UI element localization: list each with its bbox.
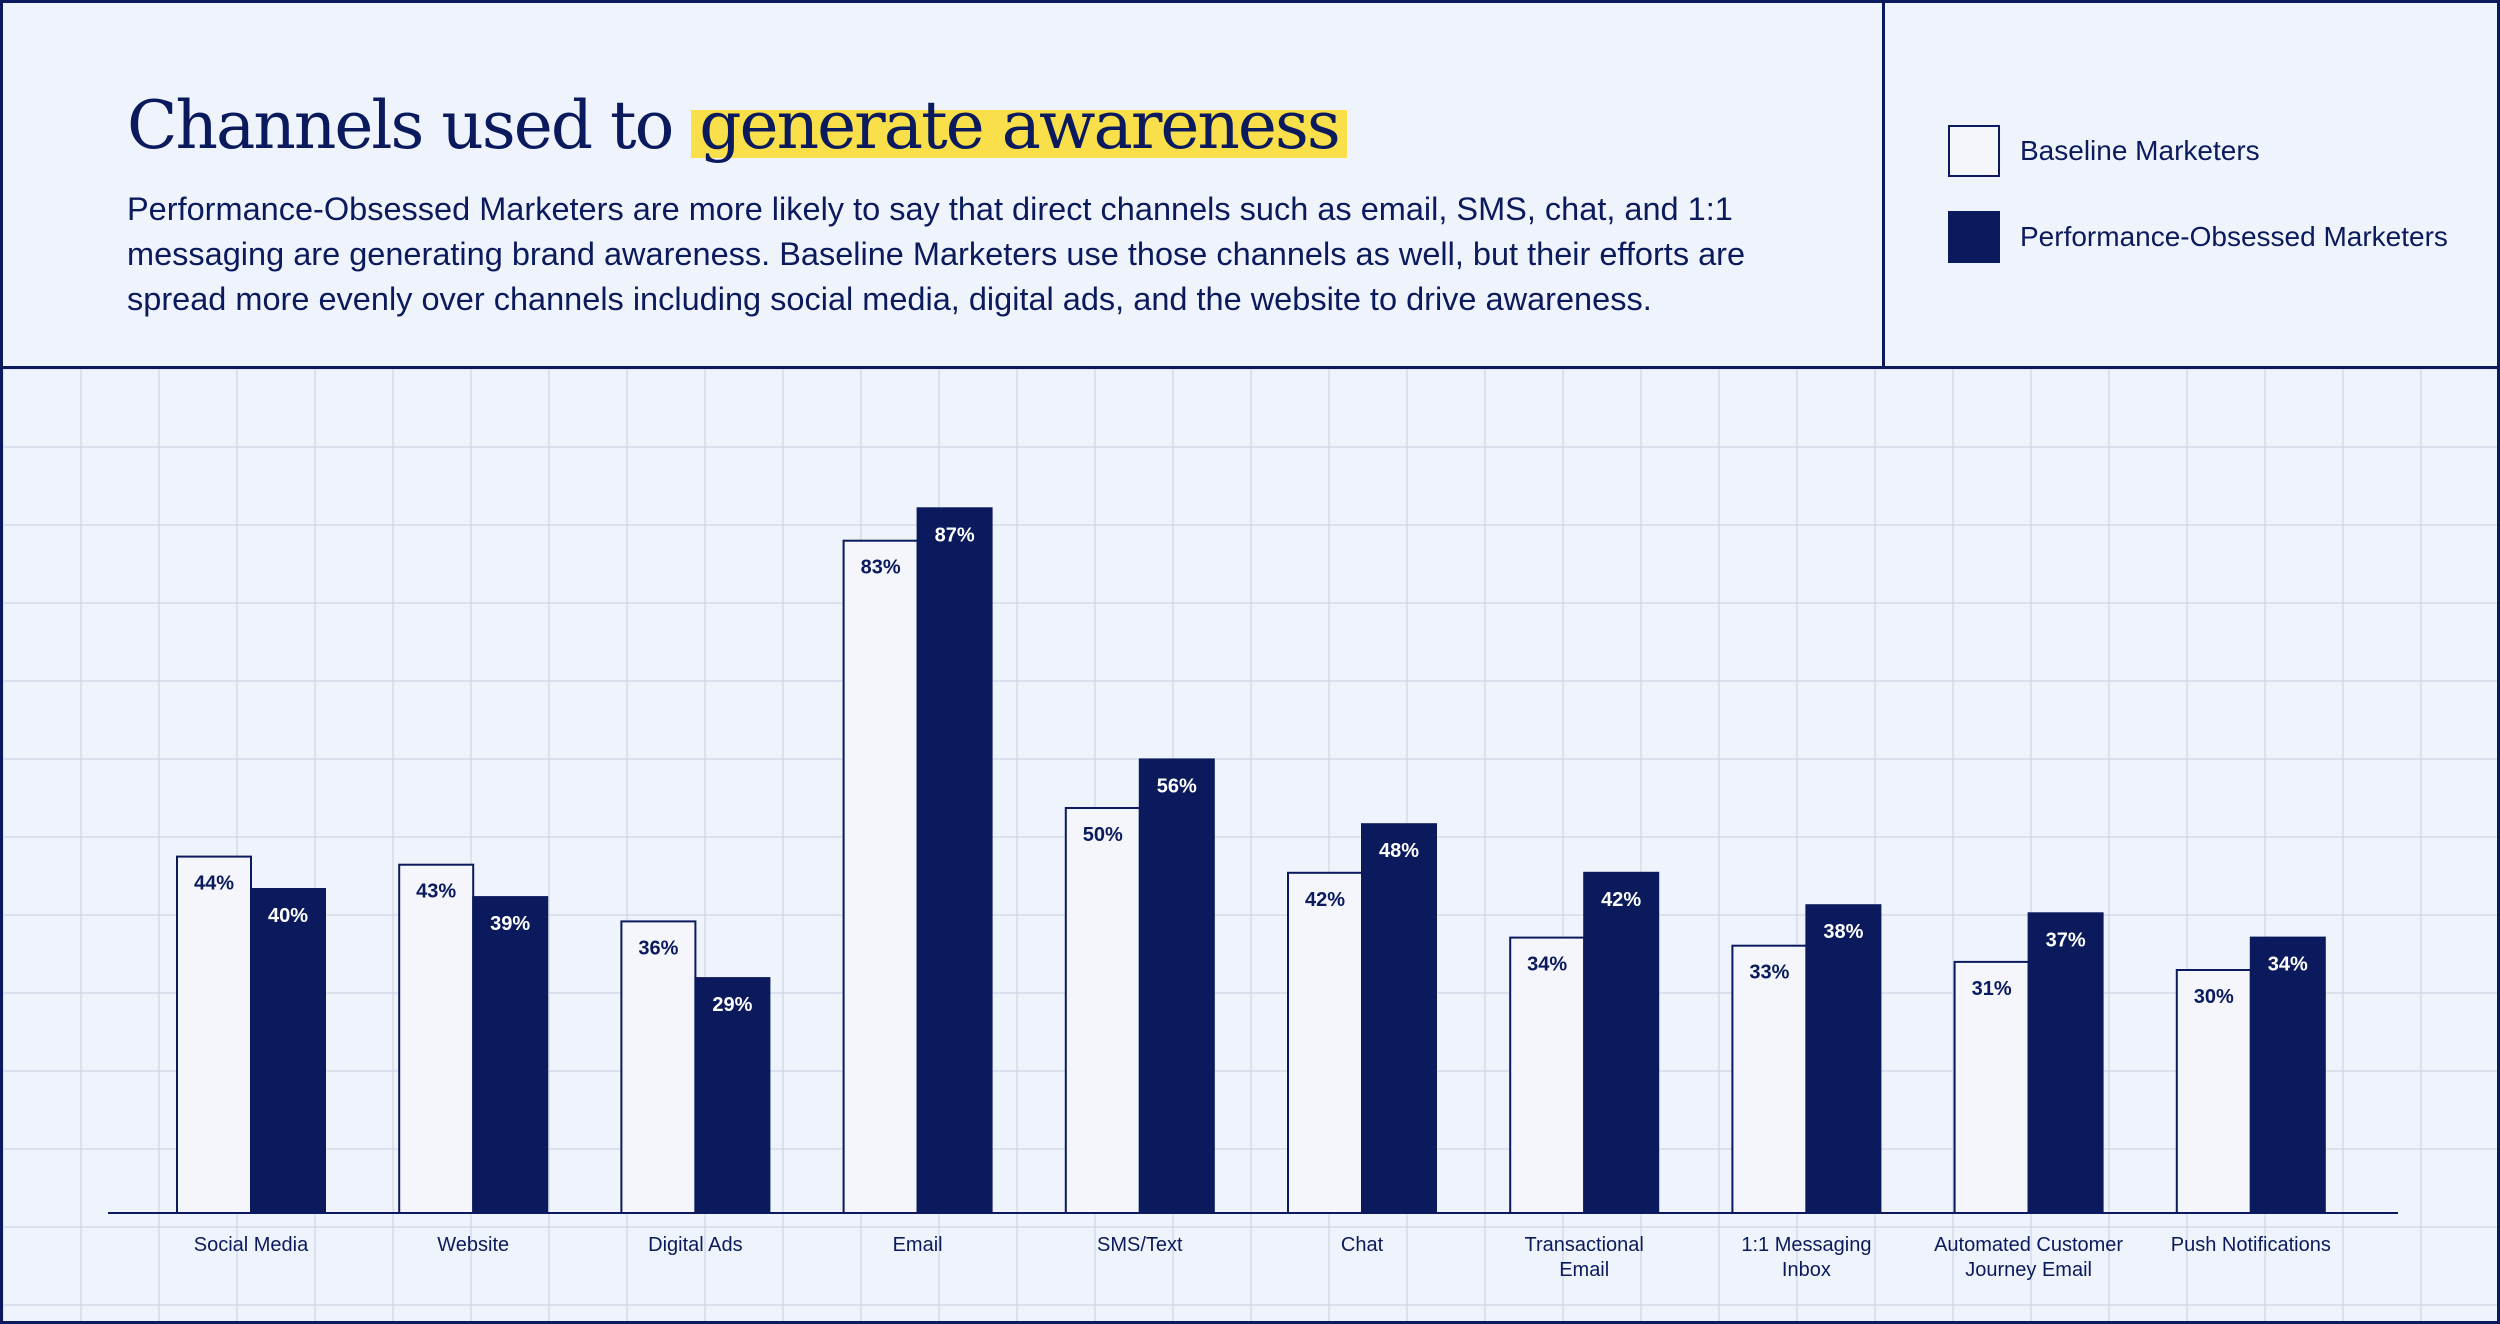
legend-label-baseline: Baseline Marketers (2020, 135, 2260, 166)
x-tick-label: 1:1 Messaging Inbox (1741, 1234, 1871, 1281)
bar-performance (1805, 904, 1882, 1214)
x-tick-label: Website (437, 1234, 509, 1256)
x-tick-label: Digital Ads (648, 1234, 743, 1256)
title-highlight: generate awareness (691, 87, 1347, 164)
data-label-baseline: 44% (194, 873, 234, 895)
data-label-baseline: 83% (861, 557, 901, 579)
bar-performance (1583, 871, 1660, 1214)
bar-baseline (842, 539, 919, 1214)
legend (1885, 3, 2497, 369)
x-tick-label-line: Website (437, 1234, 509, 1256)
data-label-baseline: 42% (1305, 889, 1345, 911)
x-tick-label-line: Email (893, 1234, 943, 1256)
x-tick-label: Automated Customer Journey Email (1934, 1234, 2123, 1281)
data-label-performance: 39% (490, 913, 530, 935)
bar-baseline (1064, 807, 1141, 1214)
data-label-baseline: 50% (1083, 824, 1123, 846)
bar-performance (250, 888, 326, 1214)
bar-performance (2027, 912, 2104, 1214)
legend-label-performance: Performance-Obsessed Marketers (2020, 221, 2448, 252)
bar-performance (694, 977, 771, 1214)
x-tick-label-line: Chat (1341, 1234, 1384, 1256)
x-tick-label: Chat (1341, 1234, 1384, 1256)
bar-baseline (1953, 960, 2030, 1215)
data-label-performance: 87% (935, 524, 975, 546)
chart-area: 44% 40% Social Media 43% 39% Website 36% 29% Dig… (3, 369, 2497, 1321)
data-label-performance: 40% (268, 905, 308, 927)
chart-header: Channels used to generate awareness Perf… (3, 3, 1885, 369)
bar-baseline (620, 920, 697, 1215)
x-tick-label-line: Transactional (1525, 1234, 1644, 1256)
data-label-performance: 38% (1823, 921, 1863, 943)
bar-performance (2249, 936, 2326, 1214)
bar-baseline (1287, 871, 1363, 1214)
x-tick-label-line: SMS/Text (1097, 1234, 1183, 1256)
data-label-performance: 56% (1157, 775, 1197, 797)
legend-item-performance: Performance-Obsessed Marketers (1948, 211, 2448, 263)
data-label-baseline: 31% (1972, 978, 2012, 1000)
legend-item-baseline: Baseline Marketers (1948, 125, 2260, 177)
legend-swatch-baseline (1948, 125, 2000, 177)
chart-subtitle: Performance-Obsessed Marketers are more … (127, 191, 1746, 317)
bar-baseline (1509, 936, 1586, 1214)
x-tick-label-line: Inbox (1782, 1259, 1831, 1281)
data-label-baseline: 36% (638, 937, 678, 959)
data-label-performance: 37% (2046, 929, 2086, 951)
bar-performance (1361, 823, 1437, 1214)
chart-title: Channels used to generate awareness (127, 87, 1347, 164)
x-tick-label: Push Notifications (2171, 1234, 2331, 1256)
x-tick-label-line: Social Media (194, 1234, 309, 1256)
bar-performance (916, 507, 993, 1215)
x-tick-label-line: Email (1559, 1259, 1609, 1281)
data-label-baseline: 43% (416, 881, 456, 903)
x-tick-label: Email (893, 1234, 943, 1256)
data-label-performance: 29% (712, 994, 752, 1016)
bar-performance (1138, 758, 1215, 1214)
x-tick-label-line: Push Notifications (2171, 1234, 2331, 1256)
x-tick-label: SMS/Text (1097, 1234, 1183, 1256)
data-label-baseline: 30% (2194, 986, 2234, 1008)
bar-baseline (1731, 944, 1808, 1214)
data-label-baseline: 34% (1527, 954, 1567, 976)
x-tick-label-line: Automated Customer (1934, 1234, 2123, 1256)
x-tick-label: Transactional Email (1525, 1234, 1644, 1281)
title-plain: Channels used to (127, 87, 692, 164)
bar-baseline (176, 855, 252, 1214)
data-label-baseline: 33% (1749, 962, 1789, 984)
data-label-performance: 34% (2268, 954, 2308, 976)
bar-performance (472, 896, 549, 1214)
x-tick-label-line: 1:1 Messaging (1741, 1234, 1871, 1256)
data-label-performance: 42% (1601, 889, 1641, 911)
legend-swatch-performance (1948, 211, 2000, 263)
bar-baseline (398, 863, 475, 1214)
data-label-performance: 48% (1379, 840, 1419, 862)
x-tick-label-line: Journey Email (1965, 1259, 2092, 1281)
bar-chart: 44% 40% Social Media 43% 39% Website 36% 29% Dig… (3, 369, 2497, 1321)
x-tick-label-line: Digital Ads (648, 1234, 743, 1256)
x-tick-label: Social Media (194, 1234, 309, 1256)
